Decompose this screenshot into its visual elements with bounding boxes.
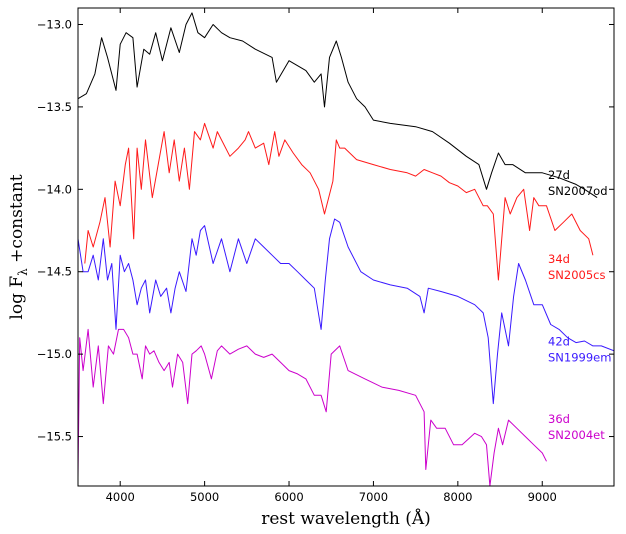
series-epoch-label: 36d — [548, 412, 570, 426]
y-tick-label: −14.5 — [37, 265, 72, 279]
x-tick-label: 4000 — [106, 490, 135, 504]
y-axis-label-suffix: +constant — [7, 174, 27, 268]
series-name-label: SN2005cs — [548, 268, 605, 282]
x-tick-label: 5000 — [190, 490, 219, 504]
series-name-label: SN2004et — [548, 428, 605, 442]
y-tick-label: −15.0 — [37, 347, 72, 361]
y-tick-label: −14.0 — [37, 182, 72, 196]
plot-frame — [77, 7, 615, 487]
x-tick-label: 9000 — [528, 490, 557, 504]
y-axis-label-subscript: λ — [16, 268, 30, 276]
series-epoch-label: 27d — [548, 168, 570, 182]
x-tick-label: 6000 — [274, 490, 303, 504]
x-tick-label: 8000 — [443, 490, 472, 504]
y-axis-label-base: log F — [7, 276, 27, 320]
series-layer — [78, 12, 614, 486]
y-axis: −13.0 −13.5 −14.0 −14.5 −15.0 −15.5 — [37, 17, 614, 444]
x-axis: 4000 5000 6000 7000 8000 9000 — [106, 8, 557, 504]
series-epoch-label: 34d — [548, 252, 570, 266]
series-epoch-label: 42d — [548, 334, 570, 348]
series-line-SN1999em — [78, 218, 614, 405]
y-tick-label: −13.5 — [37, 100, 72, 114]
series-labels: 27d SN2007od 34d SN2005cs 42d SN1999em 36d SN20… — [548, 168, 611, 442]
series-line-SN2004et — [78, 328, 547, 486]
series-line-SN2007od — [78, 12, 598, 199]
x-axis-label: rest wavelength (Å) — [261, 508, 431, 529]
svg-text:log Fλ +constant: log Fλ +constant — [7, 174, 30, 319]
series-line-SN2005cs — [84, 122, 594, 281]
y-tick-label: −15.5 — [37, 430, 72, 444]
y-tick-label: −13.0 — [37, 17, 72, 31]
x-tick-label: 7000 — [359, 490, 388, 504]
series-name-label: SN1999em — [548, 350, 611, 364]
y-axis-label: log Fλ +constant — [7, 174, 30, 319]
series-name-label: SN2007od — [548, 184, 608, 198]
